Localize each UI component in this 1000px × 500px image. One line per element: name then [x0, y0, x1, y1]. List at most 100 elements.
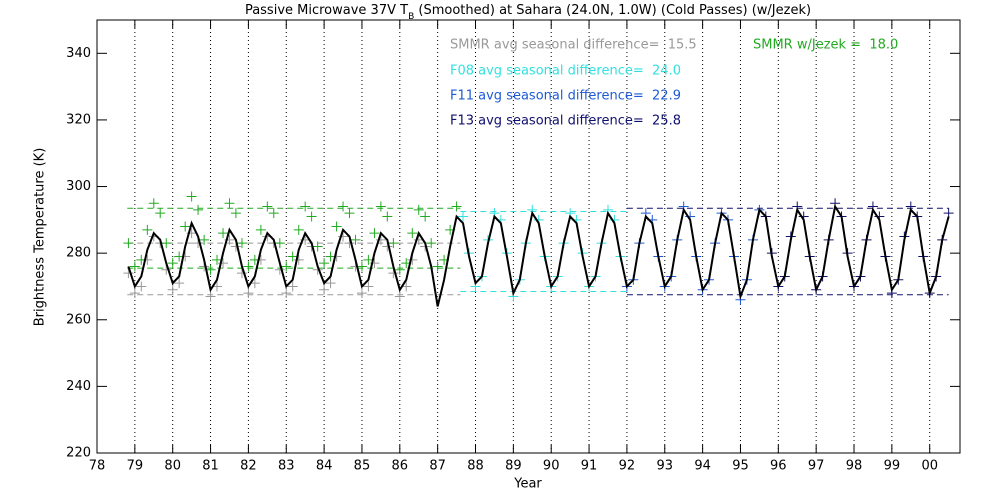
- plus-marker: [394, 291, 405, 302]
- plus-marker: [407, 228, 418, 239]
- plus-marker: [123, 268, 134, 279]
- plus-marker: [174, 278, 185, 289]
- plus-marker: [243, 261, 254, 272]
- y-tick-label: 340: [66, 46, 91, 61]
- plus-marker: [161, 264, 172, 275]
- plus-marker: [293, 254, 304, 265]
- x-tick-label: 90: [543, 459, 560, 474]
- plus-marker: [350, 234, 361, 245]
- plus-marker: [281, 288, 292, 299]
- plus-marker: [394, 264, 405, 275]
- x-tick-label: 98: [846, 459, 863, 474]
- x-tick-label: 78: [89, 459, 106, 474]
- plus-marker: [224, 198, 235, 209]
- smoothed-line: [127, 203, 950, 307]
- plus-marker: [281, 261, 292, 272]
- x-tick-label: 82: [240, 459, 257, 474]
- plus-marker: [413, 204, 424, 215]
- plus-marker: [287, 251, 298, 262]
- plus-marker: [274, 238, 285, 249]
- plus-marker: [268, 208, 279, 219]
- plus-marker: [205, 291, 216, 302]
- plus-marker: [199, 234, 210, 245]
- plus-marker: [186, 191, 197, 202]
- y-axis-label: Brightness Temperature (K): [33, 148, 48, 327]
- plus-marker: [230, 208, 241, 219]
- plus-marker: [236, 268, 247, 279]
- plus-marker: [369, 228, 380, 239]
- annotation: F08 avg seasonal difference= 24.0: [450, 64, 681, 79]
- plus-marker: [211, 254, 222, 265]
- x-tick-label: 94: [694, 459, 711, 474]
- plus-marker: [363, 254, 374, 265]
- x-tick-label: 93: [656, 459, 673, 474]
- annotation: F13 avg seasonal difference= 25.8: [450, 114, 681, 129]
- plus-marker: [375, 201, 386, 212]
- title-suffix: (Smoothed) at Sahara (24.0N, 1.0W) (Cold…: [414, 3, 811, 18]
- plus-marker: [255, 224, 266, 235]
- plus-marker: [300, 201, 311, 212]
- plus-marker: [129, 288, 140, 299]
- x-tick-label: 00: [921, 459, 938, 474]
- plus-marker: [312, 241, 323, 252]
- x-tick-label: 86: [392, 459, 409, 474]
- plus-marker: [458, 211, 469, 222]
- x-tick-label: 97: [808, 459, 825, 474]
- plus-marker: [161, 238, 172, 249]
- plus-marker: [325, 251, 336, 262]
- plus-marker: [236, 238, 247, 249]
- plus-marker: [338, 201, 349, 212]
- title-prefix: Passive Microwave 37V T: [245, 3, 408, 18]
- plus-marker: [306, 211, 317, 222]
- x-tick-label: 80: [164, 459, 181, 474]
- plus-marker: [180, 221, 191, 232]
- annotation: SMMR avg seasonal difference= 15.5: [450, 38, 697, 53]
- annotation: F11 avg seasonal difference= 22.9: [450, 89, 681, 104]
- plus-marker: [344, 208, 355, 219]
- plus-marker: [325, 278, 336, 289]
- plus-marker: [142, 224, 153, 235]
- x-tick-label: 95: [732, 459, 749, 474]
- plus-marker: [319, 258, 330, 269]
- plus-marker: [375, 234, 386, 245]
- plus-marker: [148, 198, 159, 209]
- title-subscript: B: [408, 12, 414, 22]
- plus-marker: [382, 211, 393, 222]
- plus-marker: [218, 228, 229, 239]
- plus-marker: [331, 221, 342, 232]
- plus-marker: [167, 284, 178, 295]
- plus-marker: [218, 258, 229, 269]
- x-tick-label: 84: [316, 459, 333, 474]
- plus-marker: [338, 231, 349, 242]
- x-tick-label: 96: [770, 459, 787, 474]
- plus-marker: [420, 211, 431, 222]
- plus-marker: [129, 261, 140, 272]
- plus-marker: [293, 224, 304, 235]
- y-tick-label: 260: [66, 312, 91, 327]
- y-tick-label: 320: [66, 112, 91, 127]
- x-tick-label: 83: [278, 459, 295, 474]
- x-tick-label: 85: [354, 459, 371, 474]
- plus-marker: [388, 238, 399, 249]
- plus-marker: [123, 238, 134, 249]
- plus-marker: [426, 238, 437, 249]
- x-tick-label: 88: [467, 459, 484, 474]
- x-tick-label: 81: [202, 459, 219, 474]
- x-tick-label: 89: [505, 459, 522, 474]
- y-tick-label: 300: [66, 179, 91, 194]
- plus-marker: [287, 281, 298, 292]
- plus-marker: [136, 281, 147, 292]
- y-tick-label: 280: [66, 246, 91, 261]
- chart-title: Passive Microwave 37V TB (Smoothed) at S…: [245, 3, 811, 22]
- plus-marker: [167, 258, 178, 269]
- plus-marker: [451, 201, 462, 212]
- plus-marker: [155, 208, 166, 219]
- plus-marker: [363, 281, 374, 292]
- y-tick-label: 220: [66, 446, 91, 461]
- x-tick-label: 87: [429, 459, 446, 474]
- annotation: SMMR w/Jezek = 18.0: [753, 38, 898, 53]
- x-tick-label: 91: [581, 459, 598, 474]
- plot-frame: [96, 19, 961, 454]
- x-axis-label: Year: [513, 477, 542, 492]
